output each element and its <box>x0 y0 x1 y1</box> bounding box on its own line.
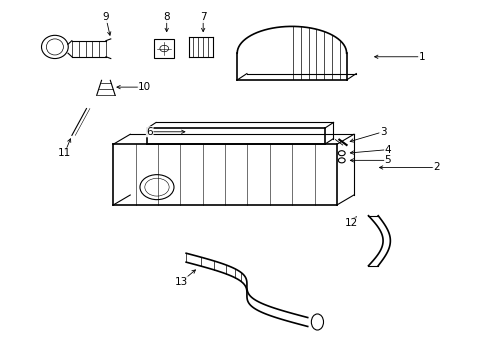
Text: 12: 12 <box>344 218 357 228</box>
Text: 9: 9 <box>102 13 109 22</box>
Text: 6: 6 <box>146 127 153 137</box>
Text: 7: 7 <box>200 13 206 22</box>
Ellipse shape <box>311 314 323 330</box>
Text: 11: 11 <box>58 148 71 158</box>
Text: 1: 1 <box>418 52 425 62</box>
Text: 2: 2 <box>432 162 439 172</box>
Text: 3: 3 <box>379 127 386 137</box>
Text: 4: 4 <box>384 145 390 155</box>
Ellipse shape <box>41 35 68 59</box>
Text: 10: 10 <box>138 82 151 92</box>
Text: 8: 8 <box>163 13 170 22</box>
Ellipse shape <box>46 39 63 55</box>
Text: 5: 5 <box>384 156 390 165</box>
Text: 13: 13 <box>174 277 187 287</box>
FancyBboxPatch shape <box>154 39 174 58</box>
